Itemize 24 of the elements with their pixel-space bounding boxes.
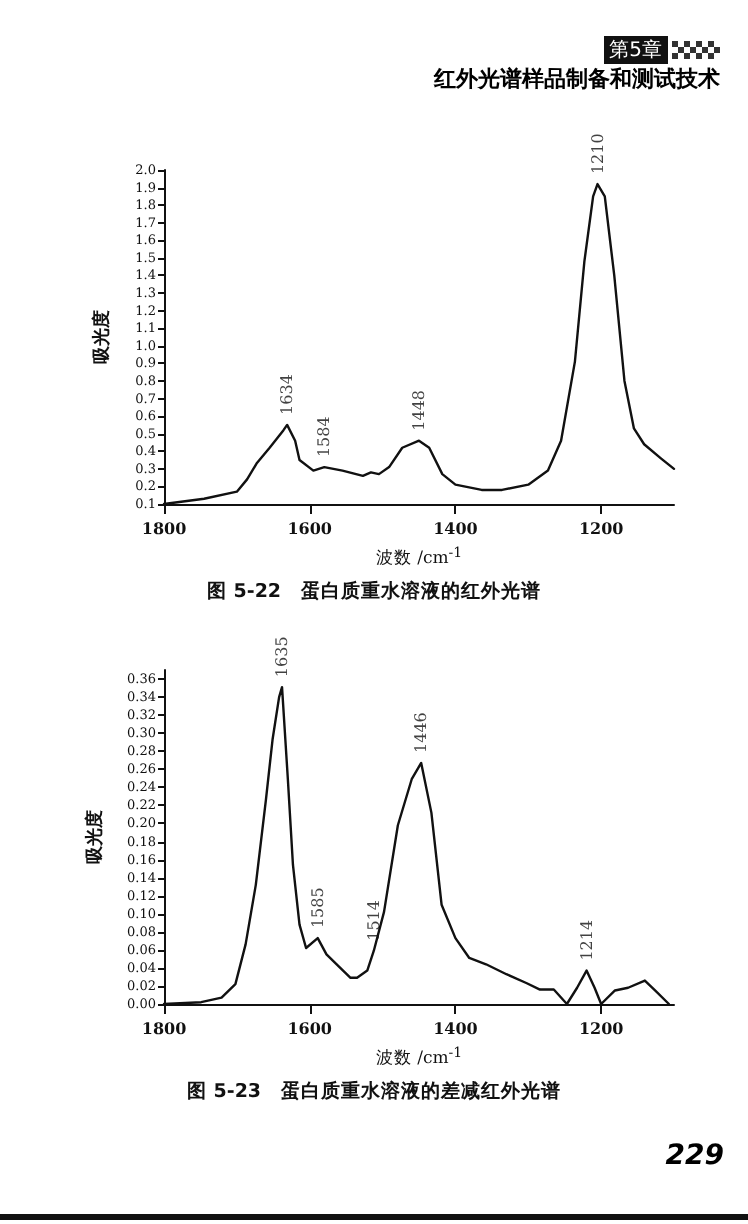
annotation: 1585: [308, 887, 327, 929]
x-tick-label: 1200: [578, 1018, 625, 1038]
annotation: 1448: [410, 390, 428, 431]
annotation: 1584: [315, 416, 334, 458]
x-tick-label: 1600: [287, 518, 333, 538]
text: 红外光谱样品制备和测试技术: [434, 64, 720, 94]
x-tick-label: 1600: [287, 1018, 333, 1038]
x-tick-label: 1400: [433, 518, 479, 538]
x-tick-label: 1800: [141, 518, 188, 538]
annotation: 1214: [577, 919, 596, 961]
text: 图 5-23 蛋白质重水溶液的差减红外光谱: [186, 1079, 562, 1103]
x-tick-label: 1800: [141, 1018, 188, 1038]
text: 229: [665, 1140, 724, 1172]
annotation: 1446: [412, 712, 431, 753]
text: 图 5-22 蛋白质重水溶液的红外光谱: [206, 579, 542, 603]
x-tick-label: 1200: [578, 518, 625, 538]
annotation: 1635: [273, 636, 292, 678]
text: 第5章: [603, 36, 668, 64]
x-tick-label: 1400: [433, 1018, 479, 1038]
annotation: 1634: [278, 374, 297, 415]
annotation: 1514: [364, 900, 383, 941]
annotation: 1210: [588, 133, 607, 175]
y-axis-title: 吸光度: [84, 810, 107, 864]
y-axis-title: 吸光度: [91, 310, 113, 364]
